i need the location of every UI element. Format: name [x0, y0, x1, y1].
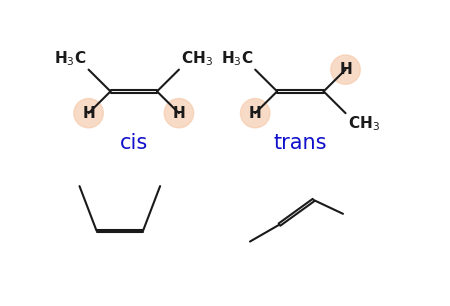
- Text: H$_3$C: H$_3$C: [220, 49, 253, 68]
- Text: H$_3$C: H$_3$C: [54, 49, 86, 68]
- Text: H: H: [249, 106, 261, 121]
- Text: CH$_3$: CH$_3$: [348, 115, 380, 133]
- Circle shape: [331, 55, 360, 84]
- Text: CH$_3$: CH$_3$: [181, 49, 213, 68]
- Text: cis: cis: [120, 133, 148, 153]
- Text: H: H: [339, 62, 352, 77]
- Circle shape: [240, 99, 270, 128]
- Text: trans: trans: [274, 133, 327, 153]
- Circle shape: [164, 99, 194, 128]
- Text: H: H: [172, 106, 185, 121]
- Circle shape: [74, 99, 104, 128]
- Text: H: H: [82, 106, 95, 121]
